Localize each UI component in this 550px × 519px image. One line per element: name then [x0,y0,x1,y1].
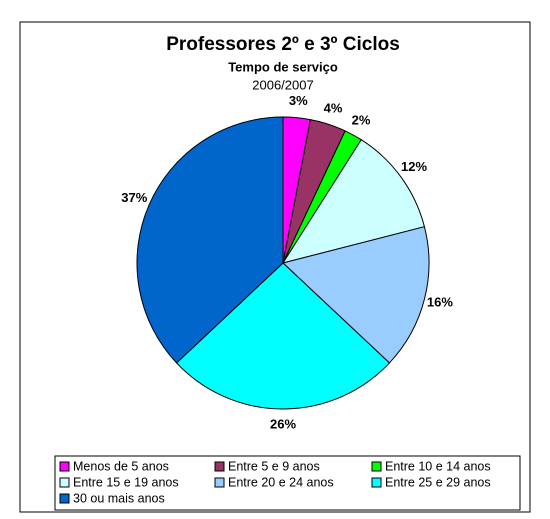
legend-label: Entre 10 e 14 anos [385,459,491,473]
pie-slice [136,116,284,364]
data-label: 4% [324,100,343,115]
pie-slice [175,262,391,410]
chart-subtitle: 2006/2007 [252,77,313,92]
data-label: 37% [121,190,147,205]
legend-label: 30 ou mais anos [73,491,165,505]
legend-swatch [214,477,225,488]
legend-swatch [59,493,70,504]
legend-label: Entre 5 e 9 anos [228,459,320,473]
data-label: 12% [401,159,427,174]
data-label: 2% [352,112,371,127]
chart-subtitle: Tempo de serviço [228,59,338,74]
chart-title: Professores 2º e 3º Ciclos [166,34,400,55]
data-label: 3% [289,93,308,108]
pie-slice [281,226,430,364]
legend-label: Entre 15 e 19 anos [73,475,179,489]
legend-label: Menos de 5 anos [73,459,169,473]
data-label: 26% [270,416,296,431]
legend-swatch [59,461,70,472]
legend [54,455,521,511]
legend-swatch [371,461,382,472]
legend-label: Entre 25 e 29 anos [385,475,491,489]
legend-label: Entre 20 e 24 anos [228,475,334,489]
legend-swatch [371,477,382,488]
pie-slice [281,139,426,264]
data-label: 16% [427,295,453,310]
legend-swatch [59,477,70,488]
legend-swatch [214,461,225,472]
